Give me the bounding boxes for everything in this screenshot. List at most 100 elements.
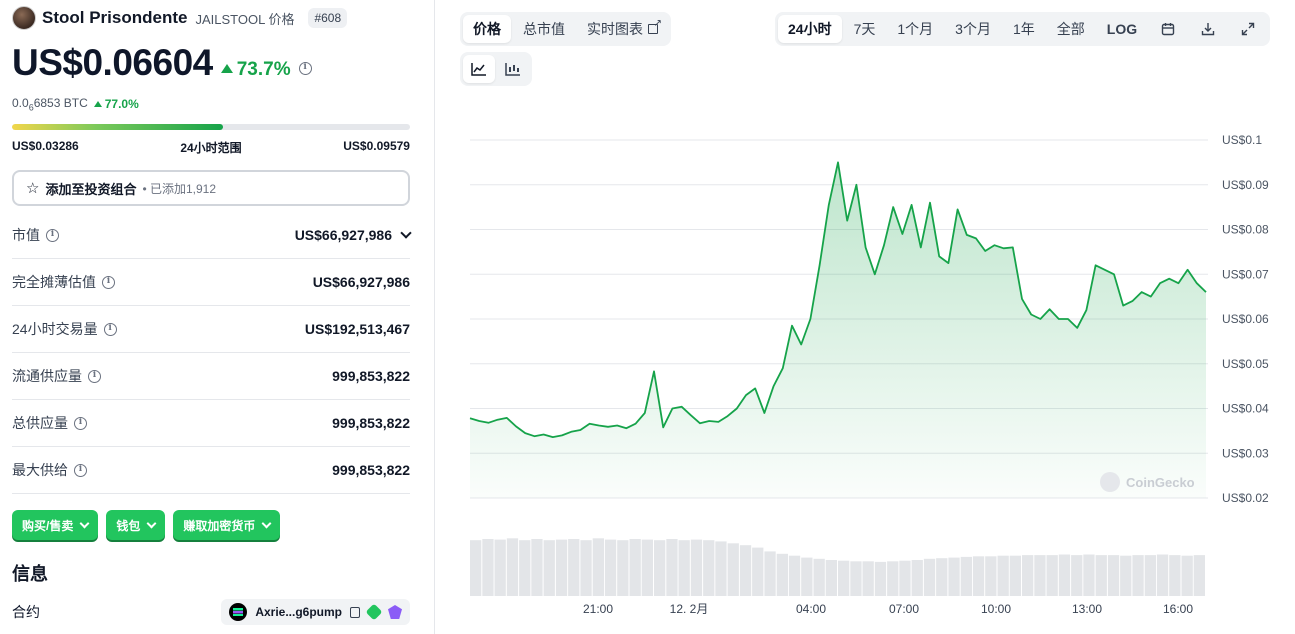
range-high: US$0.09579 [343,139,410,153]
range-low: US$0.03286 [12,139,79,153]
range-bar-fill [12,124,223,130]
volume-bar [494,539,506,596]
volume-bar [506,538,519,596]
chart-tabs: 价格 总市值 实时图表 [460,12,671,46]
stat-row-max-supply: 最大供给 999,853,822 [12,447,410,494]
y-tick-label: US$0.02 [1222,491,1269,505]
tab-price[interactable]: 价格 [463,15,511,43]
star-icon: ☆ [26,180,40,197]
stat-row-circulating: 流通供应量 999,853,822 [12,353,410,400]
expand-icon [1241,22,1255,36]
volume-bar [555,539,568,596]
candlestick-chart-button[interactable] [497,55,529,83]
wallet-button[interactable]: 钱包 [106,510,166,540]
earn-crypto-button[interactable]: 赚取加密货币 [173,510,281,540]
timeframe-all[interactable]: 全部 [1047,15,1095,43]
volume-bar [1107,555,1120,596]
contract-chip[interactable]: Axrie...g6pump [221,599,410,625]
volume-bar [604,539,617,596]
copy-icon[interactable] [350,606,360,618]
candlestick-icon [505,63,520,76]
info-icon[interactable] [46,228,59,242]
stat-label: 流通供应量 [12,368,82,384]
rank-badge: #608 [308,8,348,28]
stats-list: 市值 US$66,927,986 完全摊薄估值 US$66,927,986 24… [12,212,412,494]
tab-market-cap[interactable]: 总市值 [513,15,575,43]
info-icon[interactable] [102,275,115,289]
timeframe-label: 7天 [853,21,876,37]
chart-type-toggle [460,52,532,86]
timeframe-label: 全部 [1056,21,1085,37]
tab-label: 总市值 [523,21,565,37]
watermark-text: CoinGecko [1126,474,1195,490]
volume-bar [1169,555,1181,596]
add-to-portfolio-button[interactable]: ☆ 添加至投资组合 • 已添加1,912 [12,170,410,206]
stat-label: 市值 [12,227,40,243]
volume-bar [887,561,899,596]
line-chart-icon [471,63,486,76]
wallet-label: 钱包 [116,518,141,533]
coin-symbol-label: JAILSTOOL 价格 [195,11,295,27]
volume-bar [911,560,923,596]
y-tick-label: US$0.03 [1222,446,1269,460]
info-icon[interactable] [103,322,117,336]
volume-bar [1034,555,1046,596]
btc-change: 77.0% [93,97,139,112]
info-icon[interactable] [298,62,312,75]
info-icon[interactable] [74,416,87,430]
volume-bar [850,561,862,596]
price-row: US$0.06604 73.7% [12,42,312,84]
earn-crypto-label: 赚取加密货币 [183,518,256,533]
volume-bar [1132,555,1144,596]
y-tick-label: US$0.07 [1222,267,1269,281]
timeframe-3m[interactable]: 3个月 [945,15,1001,43]
external-link-icon [648,18,662,34]
volume-bar [470,540,482,596]
action-buttons: 购买/售卖 钱包 赚取加密货币 [12,510,281,540]
stat-label: 总供应量 [12,415,68,431]
line-chart-button[interactable] [463,55,495,83]
timeframe-1y[interactable]: 1年 [1003,15,1045,43]
btc-change-value: 77.0% [104,97,139,112]
explorer-icon[interactable] [365,603,383,621]
volume-bar [1120,555,1132,596]
volume-bar [641,539,653,596]
buy-sell-button[interactable]: 购买/售卖 [12,510,99,540]
stat-label: 完全摊薄估值 [12,274,96,290]
y-tick-label: US$0.05 [1222,357,1269,371]
wallet-add-icon[interactable] [388,605,402,619]
contract-label: 合约 [12,604,40,620]
volume-bar [752,547,764,596]
volume-bar [727,543,739,596]
stat-value: 999,853,822 [332,415,410,431]
volume-bar [1009,555,1021,596]
range-bar-24h [12,124,410,130]
stat-value: 999,853,822 [332,462,410,478]
range-labels: US$0.03286 24小时范围 US$0.09579 [12,139,410,156]
timeframe-1m[interactable]: 1个月 [887,15,943,43]
fullscreen-button[interactable] [1229,15,1267,43]
volume-bar [739,545,752,596]
timeframe-7d[interactable]: 7天 [844,15,886,43]
log-scale-toggle[interactable]: LOG [1097,15,1147,43]
calendar-button[interactable] [1149,15,1187,43]
buy-sell-label: 购买/售卖 [22,518,74,533]
volume-bar [899,560,911,596]
y-tick-label: US$0.08 [1222,223,1269,237]
timeframe-label: 3个月 [955,21,991,37]
timeframe-label: 24小时 [788,21,832,37]
info-icon[interactable] [88,369,101,383]
timeframe-24h[interactable]: 24小时 [778,15,842,43]
info-icon[interactable] [74,463,87,477]
range-label: 24小时范围 [180,141,242,155]
market-cap-toggle[interactable]: US$66,927,986 [295,227,412,243]
tab-live-chart[interactable]: 实时图表 [577,15,668,43]
coin-header: Stool Prisondente JAILSTOOL 价格 #608 [12,6,348,30]
price-change-value: 73.7% [236,59,291,80]
volume-bar [776,553,788,596]
download-button[interactable] [1189,15,1227,43]
volume-bar [690,539,703,596]
info-heading: 信息 [12,564,48,584]
up-triangle-icon [220,64,233,73]
volume-bar [592,538,604,596]
